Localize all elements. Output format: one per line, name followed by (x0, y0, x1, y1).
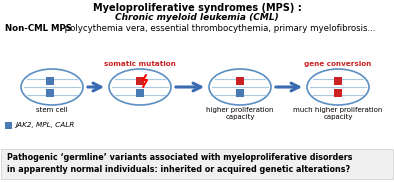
Text: higher proliferation
capacity: higher proliferation capacity (206, 107, 274, 120)
FancyBboxPatch shape (1, 149, 393, 179)
Ellipse shape (307, 69, 369, 105)
Text: JAK2, MPL, CALR: JAK2, MPL, CALR (15, 122, 74, 128)
Ellipse shape (21, 69, 83, 105)
Bar (136, 89, 144, 97)
Text: somatic mutation: somatic mutation (104, 61, 176, 67)
Bar (46, 89, 54, 97)
Text: stem cell: stem cell (36, 107, 68, 113)
Bar (334, 77, 342, 85)
Bar (236, 89, 244, 97)
Bar (236, 77, 244, 85)
Text: gene conversion: gene conversion (304, 61, 372, 67)
Text: Pathogenic ‘germline’ variants associated with myeloproliferative disorders: Pathogenic ‘germline’ variants associate… (7, 153, 353, 162)
Ellipse shape (109, 69, 171, 105)
Bar (5, 122, 12, 129)
Ellipse shape (209, 69, 271, 105)
Bar (136, 77, 144, 85)
Text: Chronic myeloid leukemia (CML): Chronic myeloid leukemia (CML) (115, 13, 279, 22)
Bar (334, 89, 342, 97)
Text: much higher proliferation
capacity: much higher proliferation capacity (293, 107, 383, 120)
Text: Non-CML MPS: Non-CML MPS (5, 24, 72, 33)
Bar (46, 77, 54, 85)
Text: in apparently normal individuals: inherited or acquired genetic alterations?: in apparently normal individuals: inheri… (7, 165, 350, 174)
Text: : polycythemia vera, essential thrombocythemia, primary myelofibrosis...: : polycythemia vera, essential thrombocy… (59, 24, 375, 33)
Text: Myeloproliferative syndromes (MPS) :: Myeloproliferative syndromes (MPS) : (93, 3, 301, 13)
